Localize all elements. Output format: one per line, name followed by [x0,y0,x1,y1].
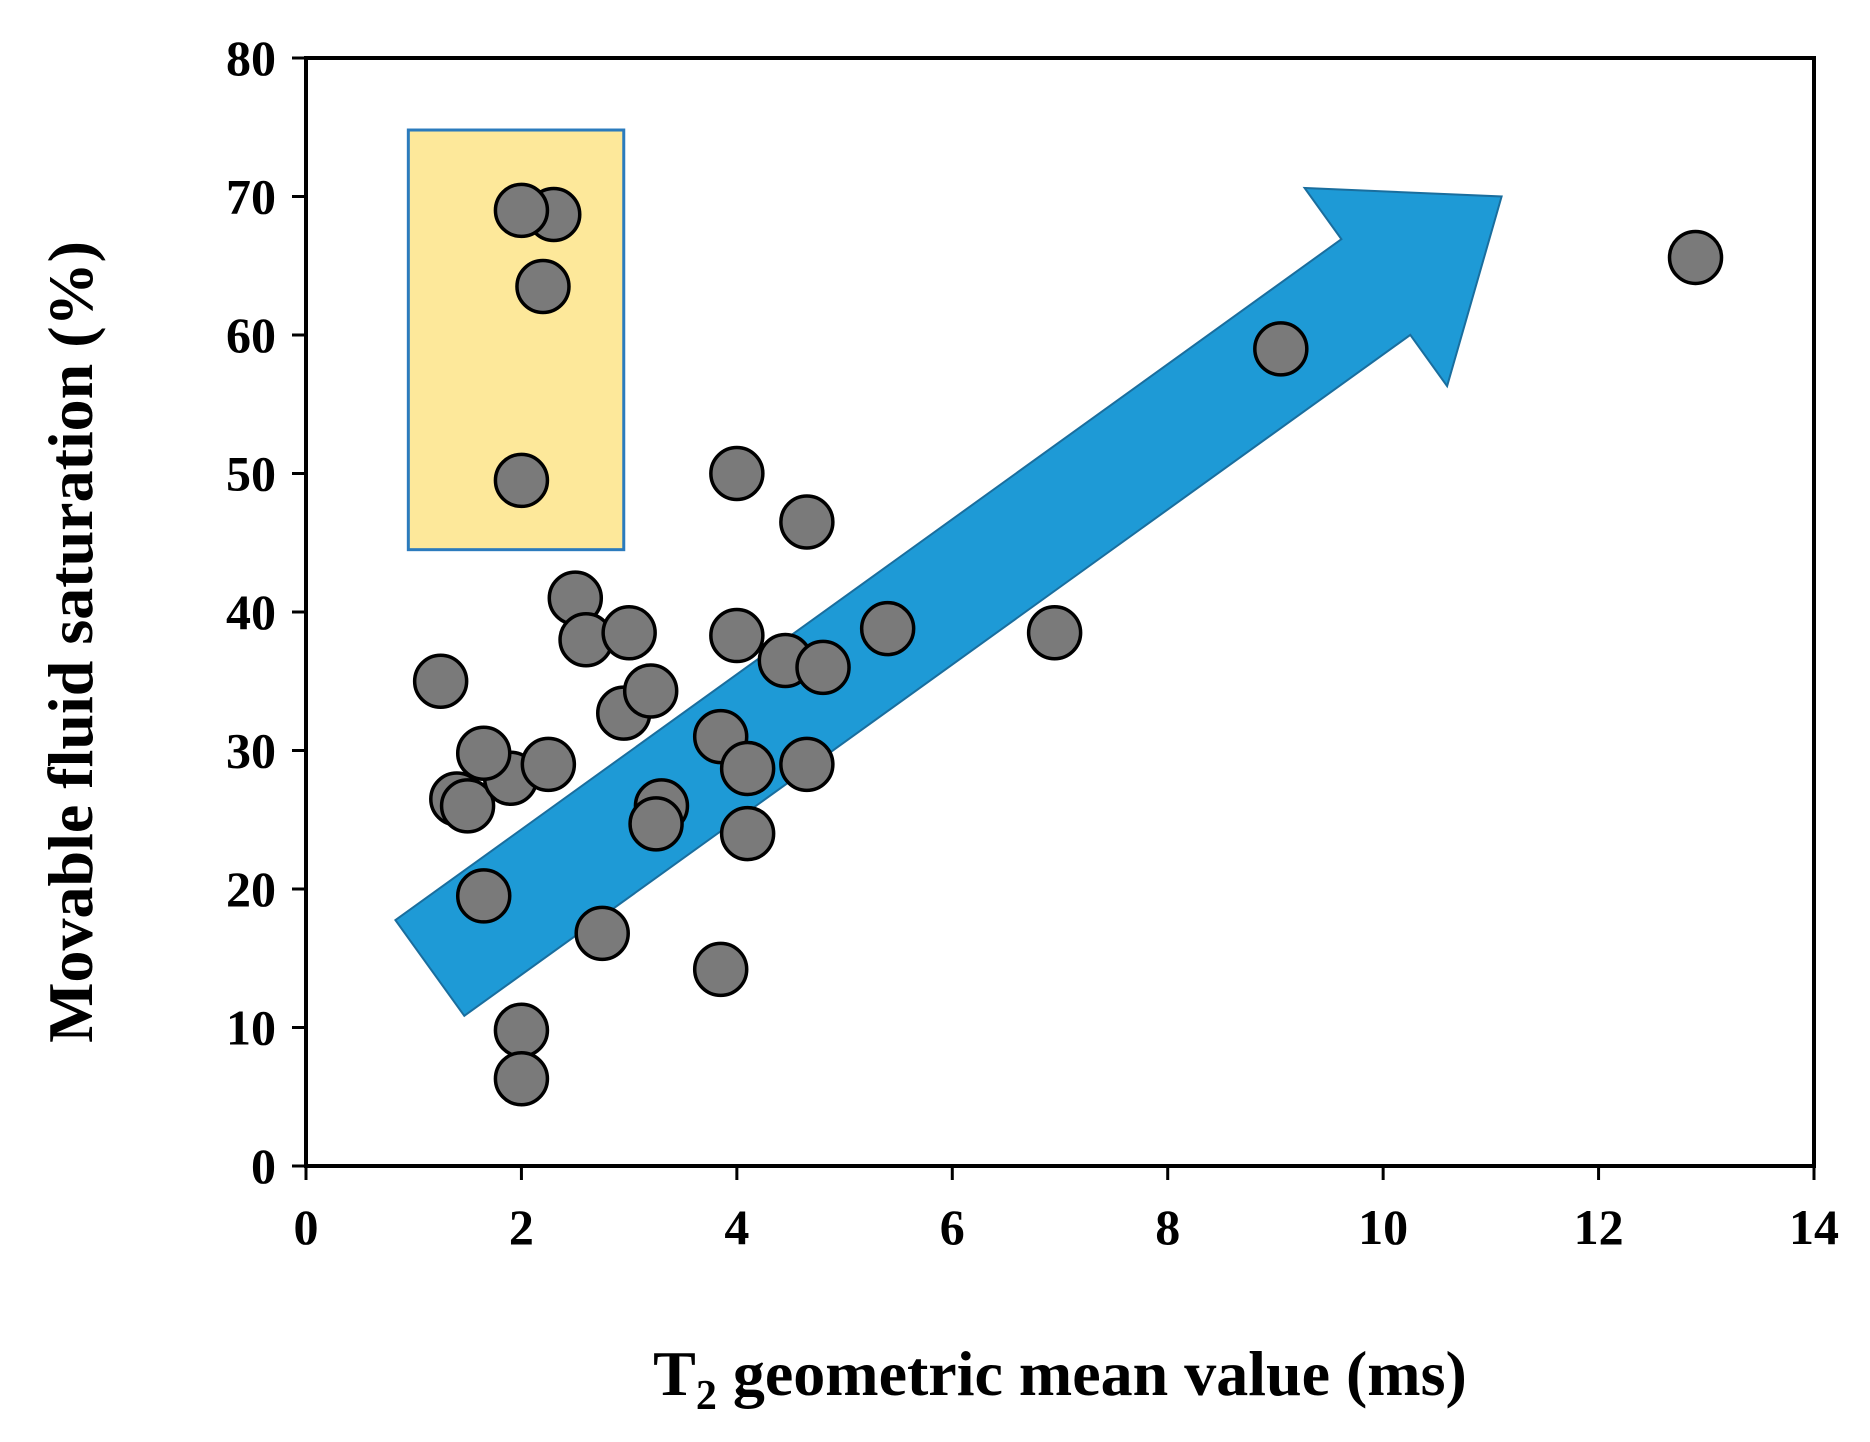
x-tick-label: 10 [1358,1199,1408,1255]
data-point-8 [493,1050,550,1107]
labels-layer: 0 2 4 6 8 10 12 14 0 10 20 30 40 50 60 70 80 T2 geometric… [35,30,1839,1419]
data-point-30 [779,494,835,550]
data-point-16 [601,605,657,661]
y-tick-label: 60 [226,307,276,363]
x-tick-label: 0 [294,1199,319,1255]
data-point-23 [709,607,765,664]
data-point-29 [779,736,835,793]
axes-layer [292,56,1816,1180]
x-axis-title: T2 geometric mean value (ms) [653,1338,1467,1419]
data-point-2 [439,778,496,834]
data-point-7 [493,1002,550,1059]
y-axis-title: Movable fluid saturation (%) [35,241,106,1043]
y-tick-label: 70 [226,169,276,225]
data-point-22 [692,941,749,998]
x-tick-label: 6 [940,1199,965,1255]
data-point-24 [709,445,765,502]
points-layer [412,182,1724,1107]
data-point-9 [493,452,550,509]
x-tick-label: 2 [509,1199,534,1255]
data-point-25 [719,740,776,797]
data-point-31 [859,600,916,657]
y-tick-label: 10 [226,1000,276,1056]
y-tick-label: 40 [226,584,276,640]
data-point-12 [493,182,550,239]
y-tick-label: 0 [251,1138,276,1194]
data-point-28 [795,639,851,696]
x-tick-label: 4 [724,1199,749,1255]
data-point-10 [515,258,571,315]
data-point-15 [574,905,630,962]
y-tick-label: 30 [226,723,276,779]
data-point-32 [1026,605,1083,661]
data-point-0 [412,653,469,709]
y-tick-label: 80 [226,30,276,86]
data-point-5 [455,725,512,782]
y-tick-label: 50 [226,446,276,502]
x-tick-label: 12 [1574,1199,1624,1255]
data-point-20 [628,796,684,852]
x-tick-label: 8 [1155,1199,1180,1255]
data-point-26 [719,805,776,862]
x-tick-label: 14 [1789,1199,1839,1255]
data-point-34 [1667,229,1724,286]
data-point-3 [455,868,512,924]
data-point-33 [1253,321,1309,377]
data-point-6 [520,736,577,793]
y-tick-label: 20 [226,861,276,917]
data-point-18 [622,663,679,719]
